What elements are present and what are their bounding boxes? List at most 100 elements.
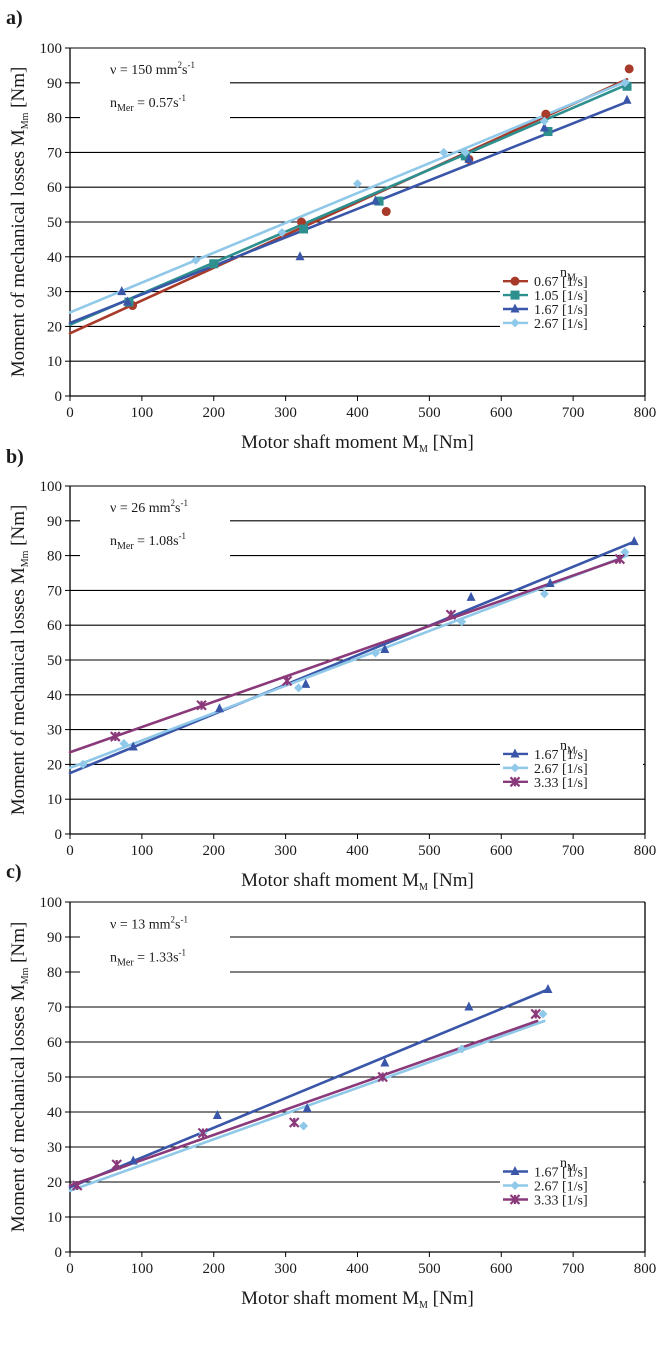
- chart-panel-2: b) 0 10 20 30 40 50 60 70 80 90 100 0 100 200 300 400 500…: [6, 446, 656, 893]
- x-tick-label: 300: [274, 1261, 297, 1277]
- y-tick-label: 20: [47, 1175, 62, 1191]
- series-4-point: [439, 147, 449, 157]
- y-tick-label: 50: [47, 653, 62, 669]
- panel-label: c): [6, 861, 22, 883]
- y-tick-label: 0: [55, 389, 63, 405]
- series-3-point: [288, 1117, 300, 1128]
- y-tick-label: 70: [47, 583, 62, 599]
- x-tick-label: 800: [634, 405, 657, 421]
- x-tick-label: 500: [418, 1261, 441, 1277]
- legend-swatch-marker-1: [510, 276, 520, 286]
- legend-label-3: 1.67 [1/s]: [534, 303, 588, 318]
- y-tick-label: 20: [47, 319, 62, 335]
- series-1-point: [302, 1103, 312, 1112]
- x-tick-label: 400: [346, 405, 369, 421]
- series-1-point: [380, 1057, 390, 1067]
- series-1-point: [301, 678, 311, 688]
- y-tick-label: 70: [47, 145, 62, 161]
- legend-label-1: 1.67 [1/s]: [534, 1166, 588, 1181]
- series-2-point: [457, 1044, 467, 1054]
- x-tick-label: 200: [203, 1261, 226, 1277]
- y-tick-label: 100: [40, 895, 63, 911]
- y-tick-label: 80: [47, 965, 62, 981]
- series-4-point: [191, 255, 201, 265]
- annotation-box: [80, 489, 230, 563]
- x-tick-label: 600: [490, 405, 513, 421]
- x-tick-label: 300: [274, 405, 297, 421]
- y-tick-label: 80: [47, 111, 62, 127]
- series-2-point: [457, 617, 467, 627]
- legend-title: nM: [560, 265, 576, 283]
- series-1-point: [466, 591, 476, 601]
- series-4-point: [353, 179, 362, 189]
- series-1-point: [128, 1155, 138, 1165]
- legend-swatch-marker-2: [510, 763, 520, 773]
- x-tick-label: 200: [203, 405, 226, 421]
- y-tick-label: 100: [40, 41, 63, 57]
- series-3-fit-line: [68, 100, 629, 325]
- series-1-point: [464, 1001, 474, 1011]
- x-tick-label: 0: [66, 843, 74, 859]
- legend-swatch-marker-1: [510, 748, 520, 758]
- series-1-fit-line: [68, 78, 629, 335]
- series-1-point: [541, 109, 551, 119]
- x-tick-label: 300: [274, 843, 297, 859]
- x-tick-label: 700: [562, 843, 585, 859]
- x-tick-label: 700: [562, 1261, 585, 1277]
- y-tick-label: 80: [47, 549, 62, 565]
- series-4-point: [460, 147, 470, 157]
- series-3-point: [370, 195, 380, 205]
- legend-swatch-marker-3: [509, 776, 521, 788]
- series-2-point: [622, 81, 632, 91]
- series-4-point: [539, 116, 549, 126]
- annotation-nmer: nMer = 0.57s-1: [110, 93, 186, 114]
- series-2-point: [119, 739, 129, 749]
- y-tick-label: 40: [47, 250, 62, 266]
- series-2-point: [620, 547, 630, 557]
- annotation-box: [80, 905, 230, 979]
- series-1-point: [212, 1110, 222, 1119]
- annotation-nmer: nMer = 1.33s-1: [110, 948, 186, 969]
- series-1-point: [381, 207, 391, 217]
- x-tick-label: 200: [203, 843, 226, 859]
- series-3-point: [614, 553, 626, 565]
- y-tick-label: 100: [40, 479, 63, 495]
- series-2-point: [294, 683, 304, 693]
- annotation-viscosity: ν = 13 mm2s-1: [110, 914, 188, 932]
- x-axis-title: Motor shaft moment MM [Nm]: [241, 1288, 474, 1311]
- y-tick-label: 90: [47, 76, 62, 92]
- legend-label-3: 3.33 [1/s]: [534, 776, 588, 791]
- series-4-point: [277, 227, 287, 237]
- y-tick-label: 30: [47, 285, 62, 301]
- series-3-point: [123, 296, 132, 306]
- y-tick-label: 90: [47, 930, 62, 946]
- legend-title: nM: [560, 1156, 576, 1174]
- series-2-point: [538, 1009, 548, 1019]
- y-tick-label: 60: [47, 180, 62, 196]
- series-3-point: [110, 731, 121, 742]
- series-2-fit-line: [68, 554, 629, 770]
- x-axis-title: Motor shaft moment MM [Nm]: [241, 432, 474, 455]
- series-1-fit-line: [68, 988, 550, 1189]
- x-tick-label: 600: [490, 843, 513, 859]
- x-tick-label: 100: [131, 1261, 154, 1277]
- series-4-fit-line: [68, 79, 629, 314]
- y-tick-label: 60: [47, 1035, 62, 1051]
- annotation-nmer: nMer = 1.08s-1: [110, 531, 186, 552]
- legend-swatch-marker-4: [510, 318, 520, 328]
- y-tick-label: 20: [47, 757, 62, 773]
- legend-swatch-marker-2: [510, 290, 520, 300]
- series-1-point: [128, 741, 138, 751]
- annotation-box: [80, 51, 230, 125]
- legend-box: [500, 740, 643, 793]
- x-tick-label: 0: [66, 405, 74, 421]
- x-tick-label: 100: [131, 843, 154, 859]
- series-3-point: [464, 153, 474, 163]
- panel-label: b): [6, 446, 24, 468]
- y-tick-label: 30: [47, 723, 62, 739]
- series-3-point: [71, 1180, 83, 1191]
- legend-label-1: 0.67 [1/s]: [534, 275, 588, 290]
- x-tick-label: 500: [418, 405, 441, 421]
- legend-label-3: 3.33 [1/s]: [534, 1194, 588, 1209]
- legend-label-2: 2.67 [1/s]: [534, 1180, 588, 1195]
